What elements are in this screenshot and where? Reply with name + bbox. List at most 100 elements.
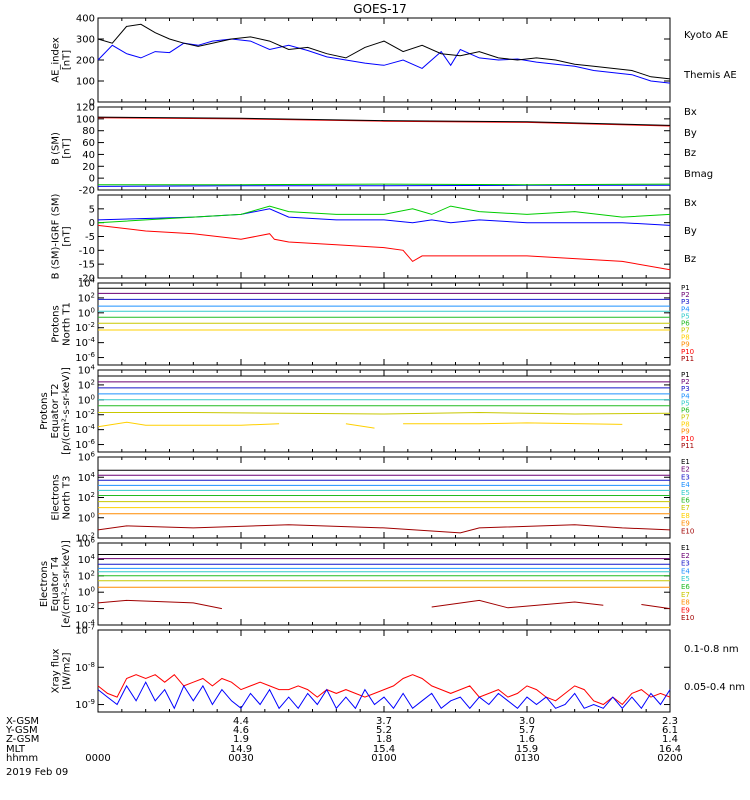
series-label: 0.05-0.4 nm	[684, 682, 745, 693]
series-label: P5	[681, 399, 690, 407]
y-axis-label: [nT]	[62, 226, 73, 246]
y-tick-label: 102	[78, 291, 95, 304]
orbit-cell: 16.4	[659, 744, 681, 755]
series-label: Bx	[684, 198, 697, 209]
y-tick-label: 102	[78, 491, 95, 504]
panel-frame	[97, 282, 671, 366]
series-label: P3	[681, 385, 690, 393]
y-axis-label: Electrons	[39, 561, 50, 607]
series-line-by	[98, 183, 671, 186]
y-tick-label: 0	[89, 174, 95, 185]
series-label: E5	[681, 575, 690, 583]
y-tick-label: 106	[78, 451, 96, 464]
panel-bigrf: -20 -15 -10 -5 0 5 B (SM)-IGRF (SM) [nT] Bx By Bz	[51, 194, 697, 285]
y-axis-label: AE_index	[51, 37, 62, 83]
series-label: E8	[681, 599, 690, 607]
y-tick-label: 102	[78, 378, 95, 391]
series-label: E2	[681, 552, 690, 560]
series-line-bx	[97, 208, 671, 226]
y-tick-label: 0	[89, 218, 95, 229]
series-line-bz	[97, 224, 671, 271]
panel-ae: 0 100 200 300 400 AE_index [nT] Kyoto AE Themis …	[51, 14, 737, 109]
y-tick-label: 10-4	[75, 336, 95, 349]
y-tick-label: 400	[76, 14, 95, 25]
series-label: E6	[681, 497, 690, 505]
series-label: E9	[681, 606, 690, 614]
series-label: E3	[681, 473, 690, 481]
orbit-row-label: MLT	[6, 744, 26, 755]
y-tick-label: 10-6	[75, 351, 95, 364]
orbit-cell: 1.9	[233, 734, 249, 745]
series-line-00504nm	[97, 681, 671, 710]
series-label: E3	[681, 560, 690, 568]
orbit-row-label: hhmm	[6, 753, 38, 764]
series-line-p8	[97, 421, 623, 429]
series-label: P8	[681, 334, 690, 342]
panel-frame	[97, 542, 671, 626]
y-tick-label: 10-4	[75, 423, 95, 436]
orbit-cell: 5.2	[376, 725, 392, 736]
y-tick-label: 100	[76, 77, 95, 88]
series-label: E2	[681, 466, 690, 474]
y-tick-label: 10-9	[75, 698, 95, 711]
orbit-cell: 6.1	[662, 725, 678, 736]
y-tick-label: 104	[78, 553, 96, 566]
series-label: E7	[681, 591, 690, 599]
y-tick-label: 0	[89, 98, 95, 109]
y-tick-label: 100	[78, 393, 95, 406]
series-label: Bmag	[684, 169, 713, 180]
series-group	[97, 23, 671, 84]
y-tick-label: 200	[76, 56, 95, 67]
series-label: Kyoto AE	[684, 30, 728, 41]
panel-frame	[97, 106, 671, 191]
y-tick-label: 104	[78, 471, 96, 484]
y-tick-label: 60	[82, 138, 95, 149]
series-label: E10	[681, 614, 694, 622]
y-axis-label: B (SM)	[51, 132, 62, 165]
y-tick-label: 106	[78, 537, 96, 550]
y-axis-label: [p/(cm²-s-sr-keV)]	[61, 367, 72, 455]
y-tick-label: 100	[78, 306, 95, 319]
y-tick-label: -20	[79, 274, 95, 285]
y-axis-label: Xray flux	[51, 649, 62, 694]
orbit-row-label: Y-GSM	[5, 725, 38, 736]
series-label: E7	[681, 504, 690, 512]
series-label: P10	[681, 435, 694, 443]
chart-title: GOES-17	[353, 2, 407, 16]
orbit-cell: 1.8	[376, 734, 392, 745]
series-label: P2	[681, 378, 690, 386]
series-label: P6	[681, 319, 690, 327]
series-label: P1	[681, 284, 690, 292]
y-tick-label: -20	[79, 186, 95, 197]
series-group	[98, 287, 670, 331]
y-tick-label: 104	[78, 277, 96, 290]
y-tick-label: -5	[85, 232, 95, 243]
orbit-row-label: Z-GSM	[6, 734, 39, 745]
orbit-cell: 0000	[85, 753, 110, 764]
series-line-by	[97, 205, 671, 224]
series-label: E1	[681, 544, 690, 552]
series-label: E4	[681, 481, 690, 489]
series-label: P3	[681, 298, 690, 306]
series-group	[97, 469, 671, 534]
series-label: E8	[681, 512, 690, 520]
panel-xray: 10-9 10-8 10-7 Xray flux [W/m2] 0.1-0.8 nm 0.0…	[51, 624, 745, 713]
series-label: Bz	[684, 148, 696, 159]
orbit-cell: 0130	[514, 753, 539, 764]
y-tick-label: 102	[78, 569, 95, 582]
orbit-cell: 0100	[371, 753, 396, 764]
series-label: P5	[681, 312, 690, 320]
y-axis-label: Protons	[51, 305, 62, 342]
series-label: E10	[681, 527, 694, 535]
series-label: P11	[681, 442, 694, 450]
y-tick-label: 5	[89, 204, 95, 215]
y-axis-label: [nT]	[62, 50, 73, 70]
series-label: P8	[681, 421, 690, 429]
y-axis-label: North T1	[62, 302, 73, 346]
series-label: E1	[681, 458, 690, 466]
series-label: P9	[681, 428, 690, 436]
y-tick-label: 100	[78, 586, 95, 599]
